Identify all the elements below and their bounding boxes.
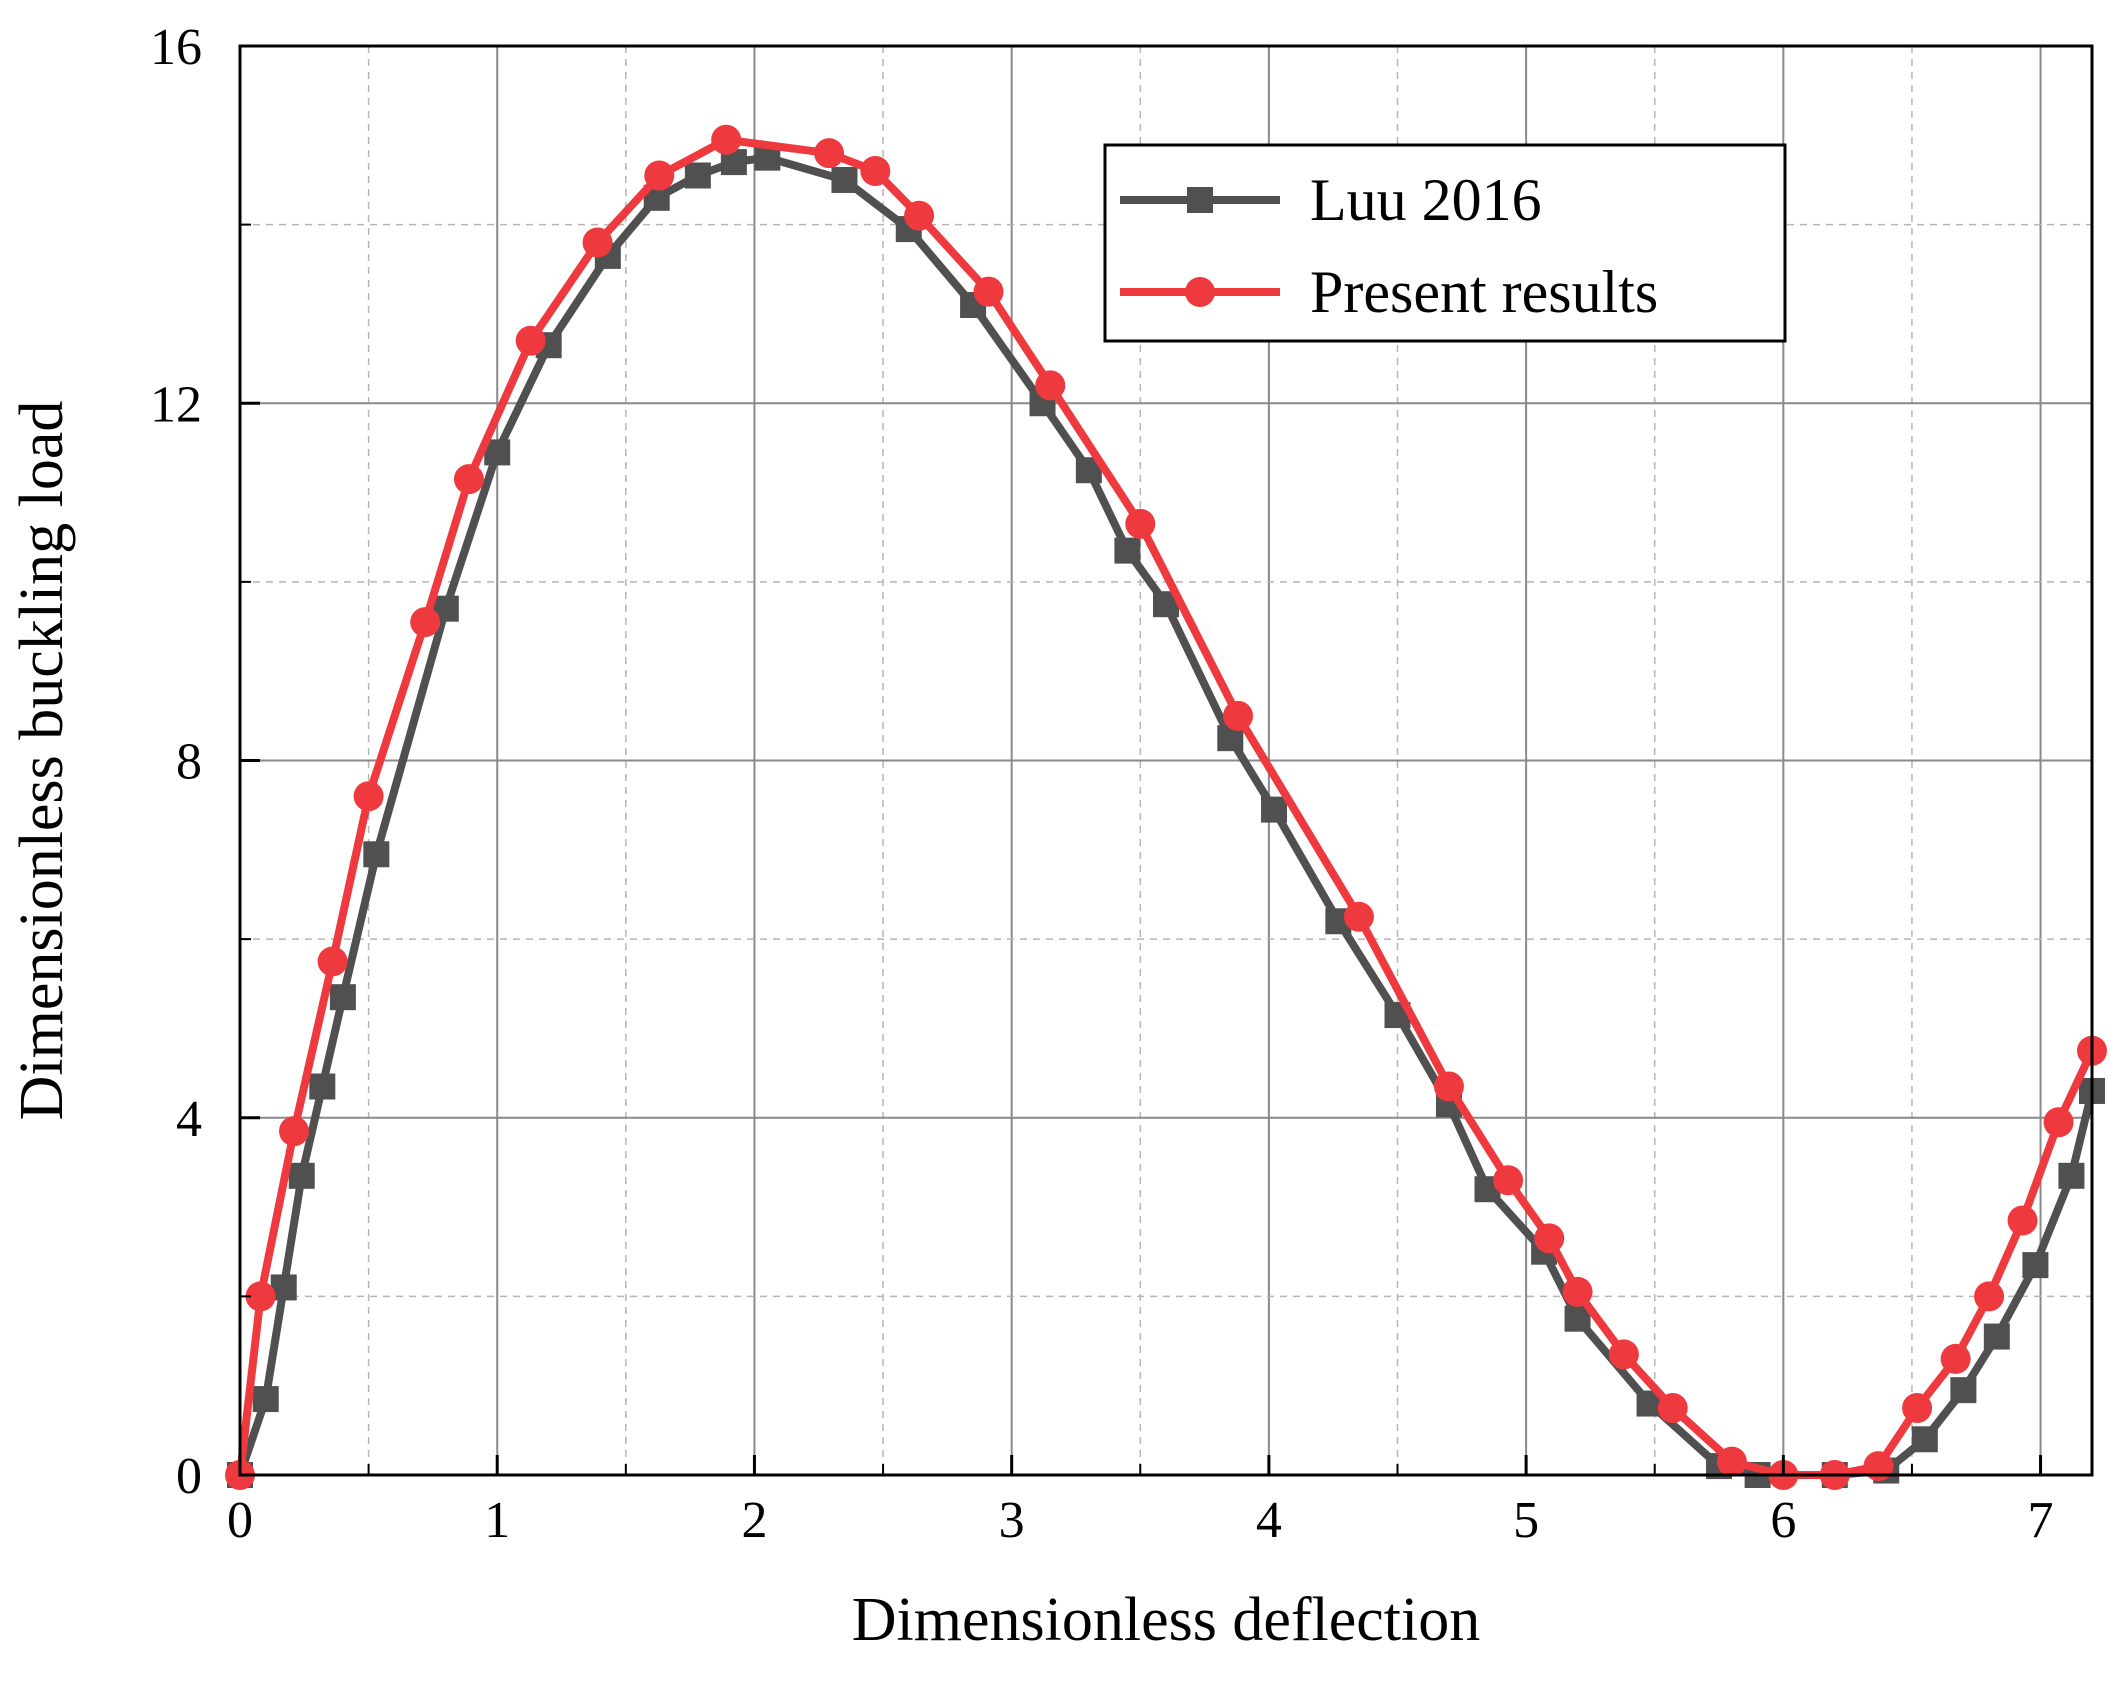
- data-point: [1974, 1281, 2005, 1312]
- data-point: [2058, 1162, 2085, 1189]
- data-point: [1223, 700, 1254, 731]
- data-point: [1343, 901, 1374, 932]
- x-tick-label: 5: [1513, 1492, 1539, 1549]
- data-point: [515, 325, 546, 356]
- y-tick-label: 16: [150, 19, 202, 76]
- data-point: [711, 124, 742, 155]
- y-tick-label: 0: [176, 1448, 202, 1505]
- y-tick-label: 8: [176, 734, 202, 791]
- x-tick-label: 2: [741, 1492, 767, 1549]
- legend: Luu 2016 Present results: [1103, 143, 1787, 343]
- legend-swatch-marker: [1187, 187, 1213, 213]
- data-point: [1562, 1276, 1593, 1307]
- data-point: [582, 227, 613, 258]
- data-point: [1911, 1426, 1938, 1453]
- data-point: [1261, 796, 1288, 823]
- legend-entry: Luu 2016: [1120, 167, 1542, 233]
- data-point: [684, 162, 711, 189]
- data-point: [309, 1073, 336, 1100]
- data-point: [644, 160, 675, 191]
- y-tick-label: 12: [150, 376, 202, 433]
- data-point: [2007, 1205, 2038, 1236]
- data-point: [329, 984, 356, 1011]
- data-point: [1902, 1393, 1933, 1424]
- data-point: [363, 841, 390, 868]
- data-point: [288, 1162, 315, 1189]
- data-point: [2022, 1252, 2049, 1279]
- data-point: [1983, 1323, 2010, 1350]
- legend-swatch-marker: [1185, 277, 1215, 307]
- data-point: [317, 946, 348, 977]
- data-point: [814, 138, 845, 169]
- x-tick-label: 3: [999, 1492, 1025, 1549]
- data-point: [973, 276, 1004, 307]
- data-point: [279, 1116, 310, 1147]
- x-tick-label: 6: [1770, 1492, 1796, 1549]
- legend-label: Luu 2016: [1310, 167, 1542, 233]
- data-point: [453, 464, 484, 495]
- series-1: [227, 144, 2105, 1488]
- data-point: [1493, 1165, 1524, 1196]
- data-point: [1608, 1339, 1639, 1370]
- data-point: [2043, 1107, 2074, 1138]
- data-point: [353, 781, 384, 812]
- legend-box: [1103, 143, 1787, 343]
- data-point: [1940, 1343, 1971, 1374]
- data-point: [410, 607, 441, 638]
- data-point: [831, 166, 858, 193]
- x-tick-label: 0: [227, 1492, 253, 1549]
- legend-entry: Present results: [1120, 259, 1658, 325]
- data-point: [1863, 1451, 1894, 1482]
- x-tick-label: 1: [484, 1492, 510, 1549]
- y-axis-title: Dimensionless buckling load: [8, 401, 76, 1121]
- data-point: [1716, 1446, 1747, 1477]
- data-point: [1433, 1071, 1464, 1102]
- data-point: [1534, 1223, 1565, 1254]
- series-2: [225, 124, 2107, 1490]
- x-tick-label: 7: [2028, 1492, 2054, 1549]
- data-point: [1114, 537, 1141, 564]
- legend-label: Present results: [1310, 259, 1658, 325]
- series-line: [236, 153, 2096, 1479]
- data-point: [245, 1281, 276, 1312]
- data-point: [1035, 370, 1066, 401]
- x-axis-title: Dimensionless deflection: [852, 1586, 1480, 1654]
- data-point: [1950, 1377, 1977, 1404]
- data-point: [1125, 508, 1156, 539]
- y-tick-label: 4: [176, 1091, 202, 1148]
- data-point: [252, 1386, 279, 1413]
- data-point: [904, 200, 935, 231]
- data-point: [1657, 1393, 1688, 1424]
- x-tick-label: 4: [1256, 1492, 1282, 1549]
- data-point: [860, 156, 891, 187]
